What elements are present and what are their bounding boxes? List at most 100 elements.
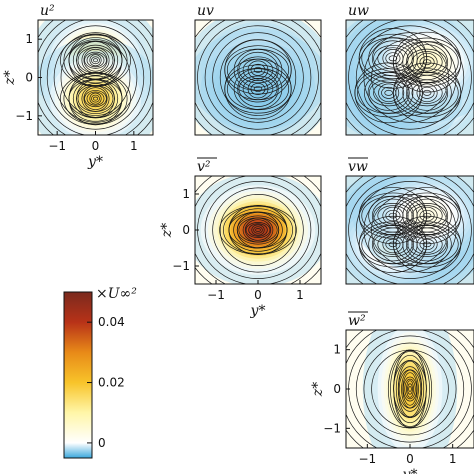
contour-line	[402, 376, 418, 402]
contour-line	[60, 72, 131, 125]
contour-line	[407, 203, 447, 229]
x-tick-label: 0	[406, 452, 414, 466]
contour-line	[387, 350, 433, 428]
contour-line	[384, 89, 393, 96]
contour-line	[416, 206, 438, 225]
contour-line	[245, 222, 271, 238]
contour-line	[253, 226, 263, 234]
x-axis-label: y*	[250, 303, 266, 319]
contour-line	[422, 59, 432, 66]
contour-line	[250, 82, 266, 96]
contour-line	[60, 39, 131, 116]
panel-frame	[345, 175, 474, 285]
contour-line	[406, 44, 449, 81]
colorbar-tick-label: 0	[98, 436, 106, 450]
contour-line	[244, 219, 272, 241]
contour-fill	[403, 376, 417, 402]
contour-line	[368, 79, 409, 107]
panel-frame	[345, 19, 474, 136]
panel-title: uv	[197, 3, 214, 19]
contour-line	[250, 63, 266, 76]
colorbar: 0.04 0.02 0 ×U∞²	[63, 286, 137, 459]
x-tick-label: 1	[296, 288, 304, 302]
contour-line	[92, 96, 99, 101]
contour-line	[385, 238, 401, 251]
contour-line	[84, 51, 107, 69]
contour-line	[361, 224, 425, 265]
contour-line	[204, 181, 312, 279]
x-axis-label: y*	[402, 467, 418, 474]
contour-line	[247, 60, 269, 80]
panel-uw: uw	[345, 3, 474, 136]
contour-line	[226, 67, 290, 111]
contour-line	[86, 53, 105, 68]
contour-line	[373, 81, 405, 104]
contour-line	[53, 32, 138, 123]
contour-line	[377, 234, 409, 255]
contour-line	[238, 56, 278, 84]
contour-line	[197, 20, 319, 135]
panel-title: vw	[348, 159, 368, 175]
contour-line	[407, 383, 413, 395]
x-tick-label: 1	[449, 452, 457, 466]
contour-line	[393, 187, 462, 245]
contour-line	[385, 209, 401, 222]
contour-line	[238, 217, 278, 243]
contour-line	[251, 224, 265, 236]
contour-line	[89, 54, 102, 67]
contour-line	[390, 351, 430, 427]
contour-line	[355, 335, 465, 443]
y-axis-label: z*	[159, 223, 175, 238]
contour-line	[411, 51, 443, 74]
contour-line	[89, 92, 102, 105]
contour-line	[416, 52, 438, 72]
contour-line	[371, 227, 414, 262]
contour-line	[224, 58, 292, 120]
panel-title: v²	[197, 159, 211, 175]
contour-line	[236, 212, 280, 248]
contour-line	[407, 48, 447, 76]
contour-line	[83, 87, 108, 110]
panel-vv: v² −1 0 1 y* 1 0 −1 z*	[159, 157, 322, 319]
x-tick-label: −1	[358, 452, 376, 466]
contour-line	[247, 79, 269, 99]
panel-frame	[194, 19, 322, 136]
contour-fill	[248, 222, 268, 238]
contour-line	[388, 241, 398, 248]
contour-line	[357, 71, 421, 114]
contour-line	[355, 181, 465, 279]
x-tick-label: −1	[48, 139, 66, 153]
contour-line	[242, 78, 274, 100]
contour-fill	[86, 90, 105, 107]
contour-line	[348, 176, 472, 284]
contour-line	[406, 380, 414, 398]
colorbar-label: ×U∞²	[96, 286, 137, 302]
contour-line	[86, 91, 105, 106]
contour-line	[46, 25, 145, 130]
colorbar-gradient	[63, 291, 93, 459]
contour-line	[212, 32, 304, 123]
contour-line	[228, 204, 288, 256]
y-tick-label: 0	[182, 223, 190, 237]
panel-title: u²	[40, 3, 55, 19]
contour-line	[253, 86, 263, 92]
panel-title: uw	[348, 3, 369, 19]
y-tick-label: −1	[323, 421, 341, 435]
y-tick-label: 1	[182, 187, 190, 201]
contour-line	[411, 81, 443, 104]
x-tick-label: 1	[130, 139, 138, 153]
y-tick-label: −1	[172, 259, 190, 273]
contour-line	[411, 205, 443, 226]
contour-line	[422, 89, 432, 96]
contour-line	[361, 195, 425, 236]
contour-line	[219, 194, 297, 266]
y-tick-label: 1	[25, 32, 33, 46]
contour-line	[382, 235, 404, 254]
x-tick-label: 0	[92, 139, 100, 153]
panel-title: w²	[348, 313, 366, 329]
colorbar-tick-label: 0.04	[98, 315, 125, 329]
x-tick-label: −1	[207, 288, 225, 302]
contour-line	[367, 74, 410, 111]
contour-line	[91, 56, 100, 65]
x-tick-label: 0	[254, 288, 262, 302]
